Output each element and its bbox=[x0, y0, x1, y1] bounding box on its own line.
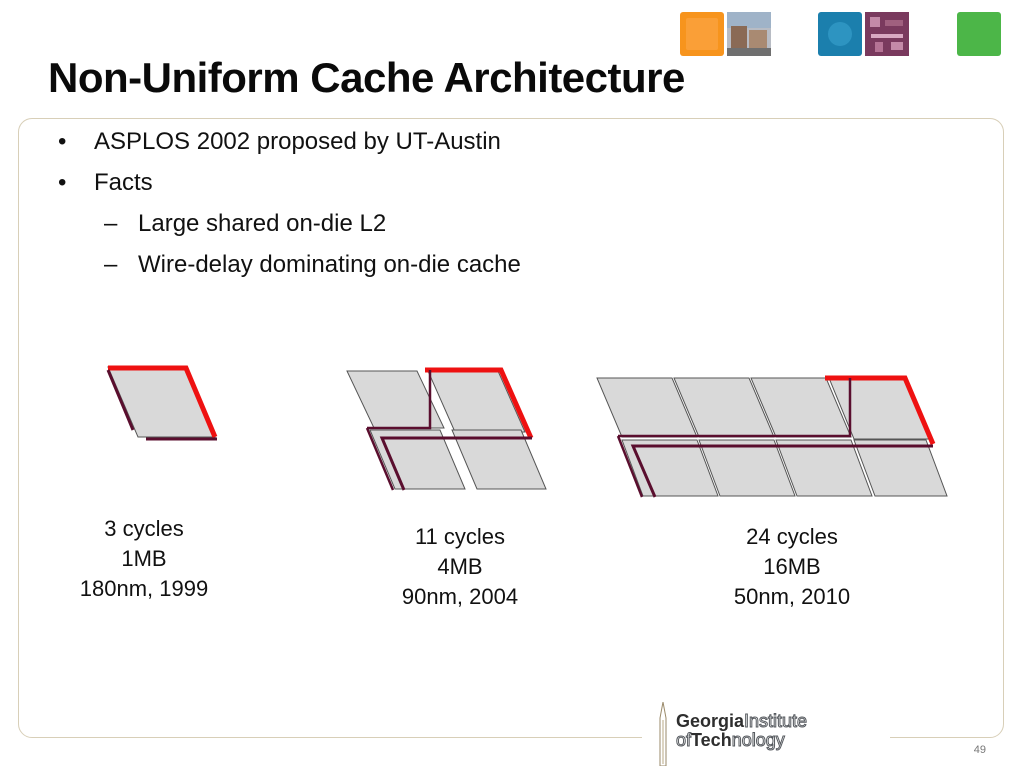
cache-diagram-4mb bbox=[346, 367, 547, 491]
cache-diagram-1mb bbox=[106, 365, 218, 441]
diagram-caption-4mb: 11 cycles 4MB 90nm, 2004 bbox=[380, 522, 540, 612]
logo-word: Tech bbox=[691, 730, 732, 750]
circuit-photo-thumbnail bbox=[865, 12, 909, 56]
logo-wordmark: GeorgiaInstitute ofTechnology bbox=[675, 711, 808, 750]
green-photo-thumbnail bbox=[957, 12, 1001, 56]
cache-bank bbox=[621, 439, 719, 497]
access-wire bbox=[379, 436, 532, 491]
access-wire bbox=[618, 378, 852, 438]
access-wire bbox=[616, 435, 644, 498]
cache-bank bbox=[775, 439, 873, 497]
cycle-count: 24 cycles bbox=[746, 524, 838, 549]
cycle-count: 3 cycles bbox=[104, 516, 184, 541]
orange-photo-thumbnail bbox=[680, 12, 724, 56]
process-node-year: 180nm, 1999 bbox=[79, 576, 209, 601]
bank-access-path bbox=[425, 367, 534, 440]
cache-size: 4MB bbox=[437, 554, 483, 579]
diagram-caption-1mb: 3 cycles 1MB 180nm, 1999 bbox=[64, 514, 224, 604]
cache-size: 1MB bbox=[121, 546, 167, 571]
page-number: 49 bbox=[973, 744, 986, 756]
cache-bank bbox=[698, 439, 796, 497]
cache-diagram-16mb bbox=[596, 375, 948, 498]
bank-access-path bbox=[108, 365, 218, 438]
access-wire bbox=[106, 369, 217, 441]
diagram-caption-16mb: 24 cycles 16MB 50nm, 2010 bbox=[712, 522, 872, 612]
logo-word: Georgia bbox=[676, 711, 745, 731]
cache-bank bbox=[369, 429, 466, 490]
access-wire bbox=[367, 370, 432, 430]
cache-size: 16MB bbox=[763, 554, 821, 579]
cache-bank bbox=[451, 429, 547, 490]
process-node-year: 90nm, 2004 bbox=[401, 584, 519, 609]
sub-bullet-item: Wire-delay dominating on-die cache bbox=[58, 249, 521, 290]
bullet-item: ASPLOS 2002 proposed by UT-Austin bbox=[58, 126, 521, 167]
slide-title: Non-Uniform Cache Architecture bbox=[48, 54, 685, 101]
process-node-year: 50nm, 2010 bbox=[733, 584, 851, 609]
cache-bank bbox=[853, 439, 948, 497]
bullet-list: ASPLOS 2002 proposed by UT-Austin Facts … bbox=[58, 126, 521, 290]
logo-word: of bbox=[675, 730, 692, 750]
access-wire bbox=[630, 444, 933, 498]
logo-word: nology bbox=[731, 730, 785, 750]
tech-tower-icon bbox=[659, 702, 667, 766]
sub-bullet-item: Large shared on-die L2 bbox=[58, 208, 521, 249]
access-wire bbox=[365, 427, 395, 491]
cache-bank bbox=[427, 370, 526, 433]
bank-access-path bbox=[825, 375, 936, 445]
georgia-tech-logo: GeorgiaInstitute ofTechnology bbox=[642, 700, 890, 768]
blue-photo-thumbnail bbox=[818, 12, 862, 56]
bullet-item: Facts bbox=[58, 167, 521, 208]
logo-word: Institute bbox=[744, 711, 808, 731]
campus-photo-thumbnail bbox=[727, 12, 771, 56]
cycle-count: 11 cycles bbox=[414, 524, 506, 549]
cache-bank bbox=[346, 370, 445, 429]
